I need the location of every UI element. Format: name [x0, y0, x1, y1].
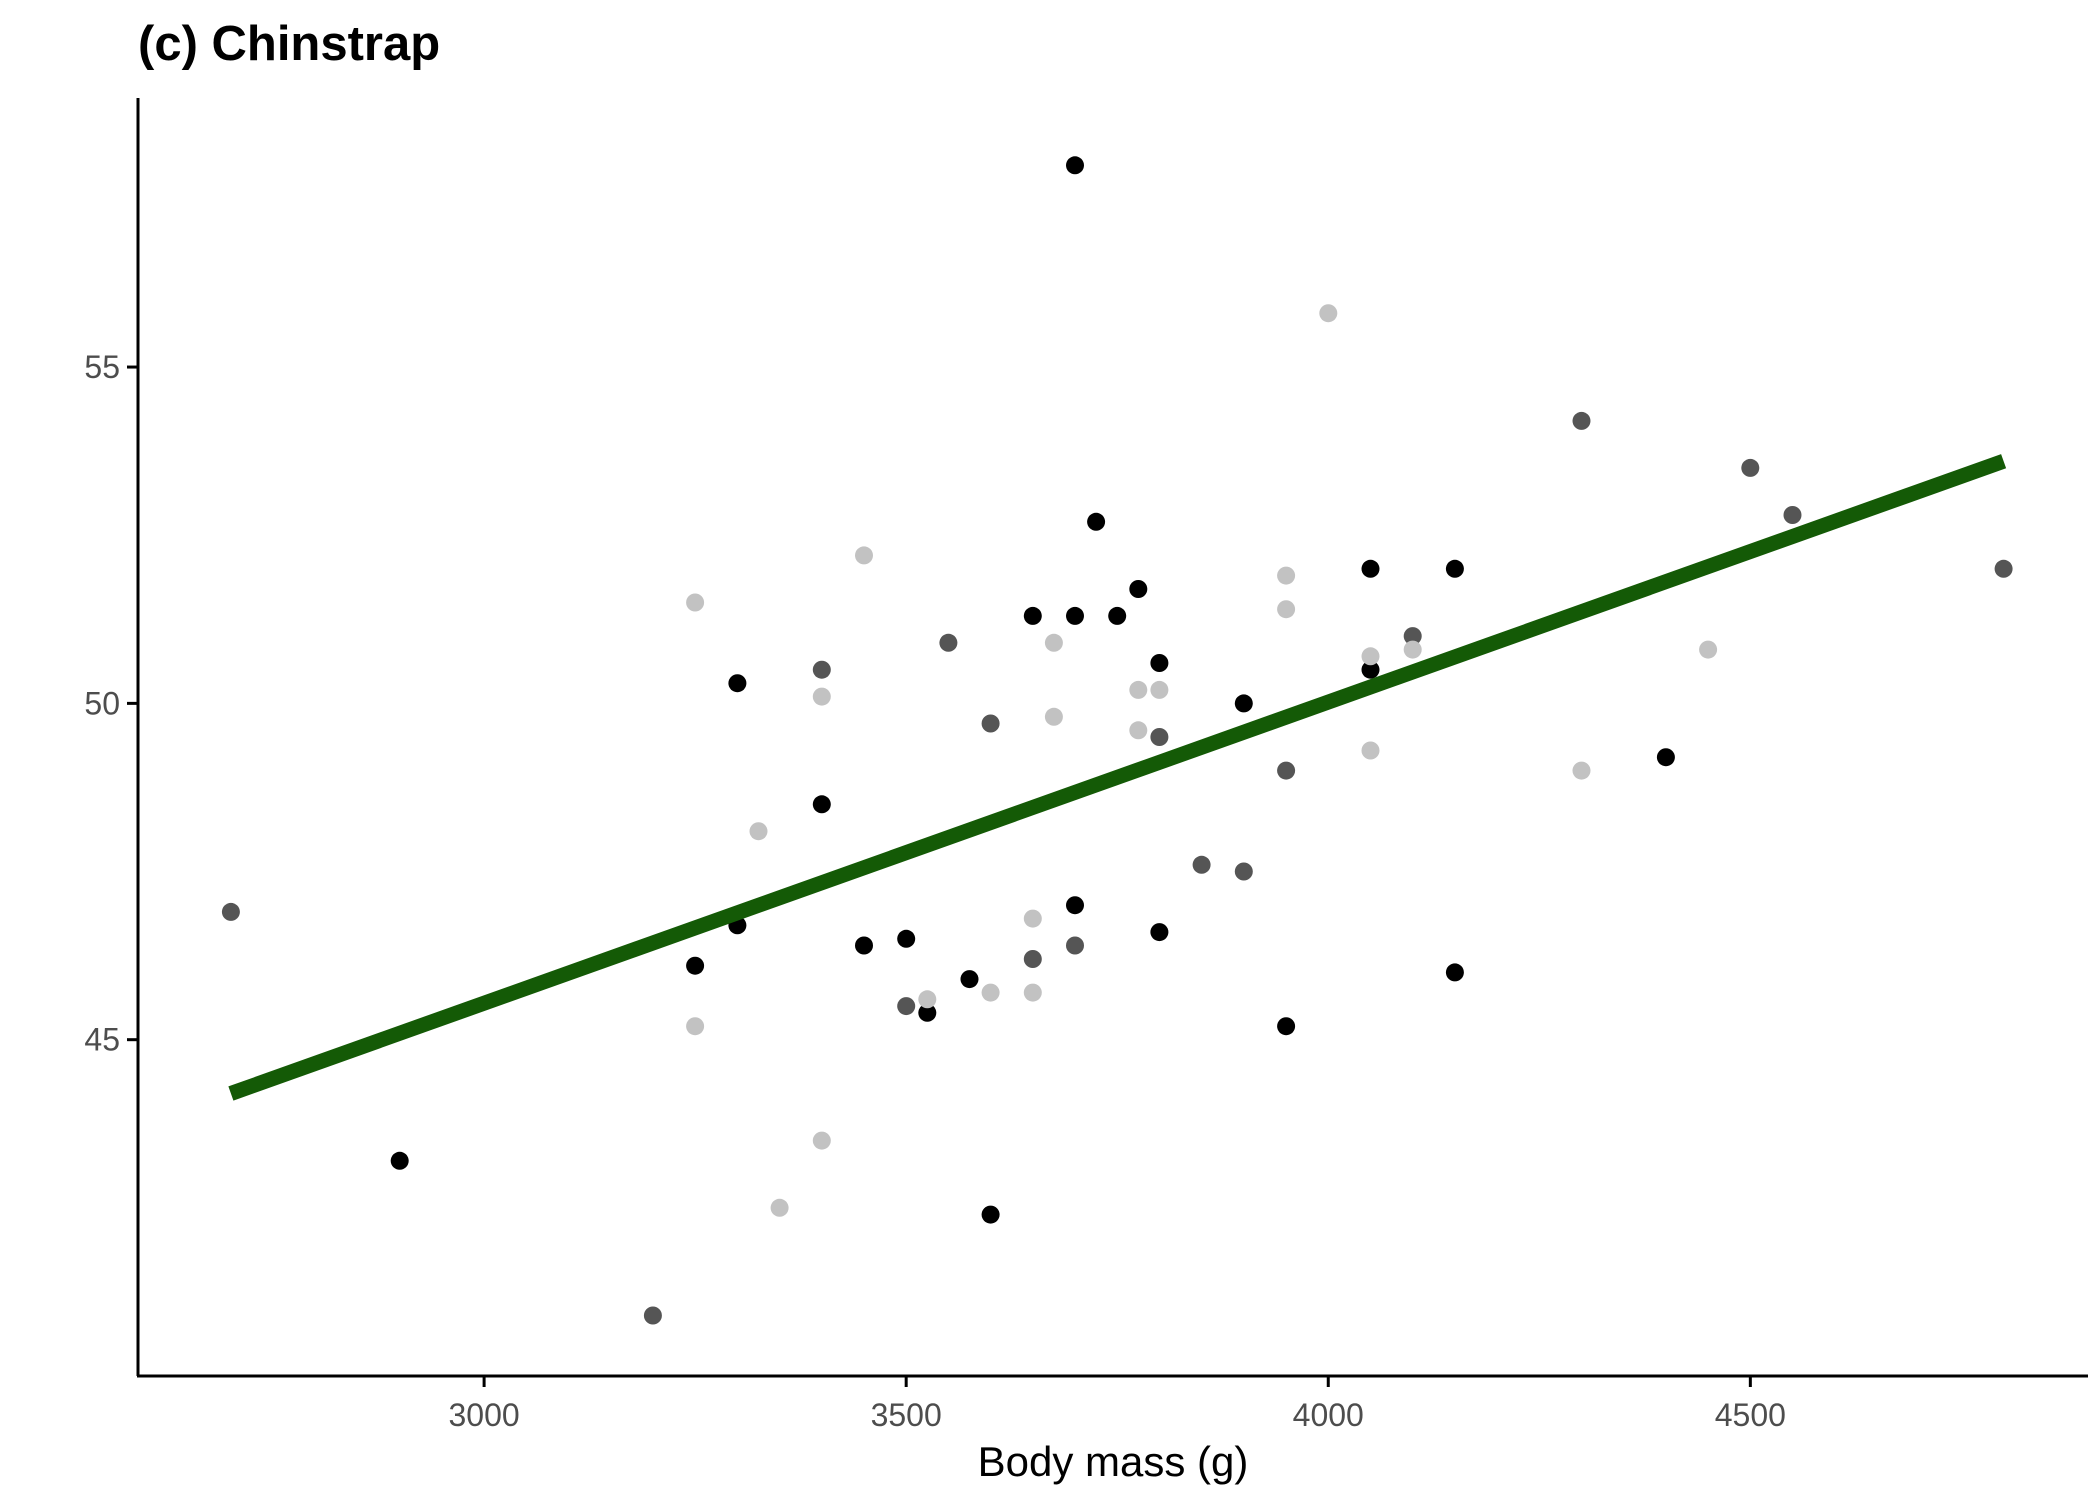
data-point [918, 1003, 937, 1022]
data-point [1403, 627, 1422, 646]
data-point [686, 1017, 705, 1036]
fit-line-layer [228, 454, 2007, 1101]
data-point [1023, 983, 1042, 1002]
data-point [1129, 580, 1148, 598]
data-point [1572, 411, 1591, 430]
data-point [1044, 707, 1063, 726]
data-point [1087, 512, 1106, 531]
y-axis-ticks: 45 50 55 [84, 349, 138, 1058]
fit-line [228, 454, 2007, 1101]
data-point [1023, 909, 1042, 928]
data-point [812, 687, 831, 706]
data-point [1023, 950, 1042, 968]
data-point [1403, 640, 1422, 659]
x-tick-label: 4000 [1293, 1397, 1364, 1433]
data-point [855, 936, 873, 955]
data-point [1783, 506, 1802, 524]
data-point [960, 970, 979, 989]
data-point [855, 546, 873, 565]
data-point [1129, 721, 1148, 740]
data-point [1361, 647, 1380, 666]
x-axis-ticks: 3000 3500 4000 4500 [449, 1376, 1786, 1433]
x-tick-label: 3000 [449, 1397, 520, 1433]
data-point [1192, 855, 1211, 874]
data-point [1066, 936, 1084, 955]
data-point [812, 1131, 831, 1150]
data-point [1361, 741, 1380, 760]
data-point [981, 1205, 1000, 1224]
data-point [812, 660, 831, 679]
data-point [1277, 761, 1296, 780]
data-point [897, 997, 916, 1016]
data-points [221, 156, 2013, 1325]
data-point [1572, 761, 1591, 780]
data-point [1150, 654, 1169, 672]
data-point [1277, 600, 1296, 619]
data-point [1361, 559, 1380, 578]
data-point [1150, 923, 1169, 942]
data-point [1656, 748, 1675, 767]
data-point [221, 902, 240, 921]
y-tick-label: 45 [84, 1022, 120, 1058]
data-point [1066, 606, 1084, 625]
data-point [981, 714, 1000, 733]
data-point [1234, 694, 1253, 713]
data-point [812, 795, 831, 814]
data-point [1129, 680, 1148, 699]
x-tick-label: 4500 [1715, 1397, 1786, 1433]
data-point [643, 1306, 662, 1325]
y-tick-label: 55 [84, 349, 120, 385]
data-point [390, 1151, 409, 1170]
data-point [770, 1198, 789, 1217]
x-axis-title: Body mass (g) [978, 1438, 1249, 1485]
data-point [1108, 606, 1127, 625]
x-tick-label: 3500 [871, 1397, 942, 1433]
data-point [1319, 304, 1338, 323]
chart-title: (c) Chinstrap [138, 17, 440, 71]
data-point [939, 633, 958, 652]
data-point [1277, 1017, 1296, 1036]
data-point [897, 929, 916, 948]
data-point [1234, 862, 1253, 881]
data-point [686, 593, 705, 612]
data-point [1445, 559, 1464, 578]
data-point [1277, 566, 1296, 585]
data-point [1150, 680, 1169, 699]
y-tick-label: 50 [84, 685, 120, 721]
data-point [1023, 606, 1042, 625]
data-point [1994, 559, 2013, 578]
data-point [1699, 640, 1718, 659]
data-point [1066, 896, 1084, 915]
data-point [1044, 633, 1063, 652]
data-point [728, 674, 747, 693]
data-point [981, 983, 1000, 1002]
data-point [1066, 156, 1084, 175]
data-point [918, 990, 937, 1009]
data-point [1445, 963, 1464, 982]
data-point [1741, 458, 1760, 477]
data-point [749, 822, 768, 841]
data-point [1361, 660, 1380, 679]
data-point [686, 956, 705, 975]
data-point [1150, 728, 1169, 746]
